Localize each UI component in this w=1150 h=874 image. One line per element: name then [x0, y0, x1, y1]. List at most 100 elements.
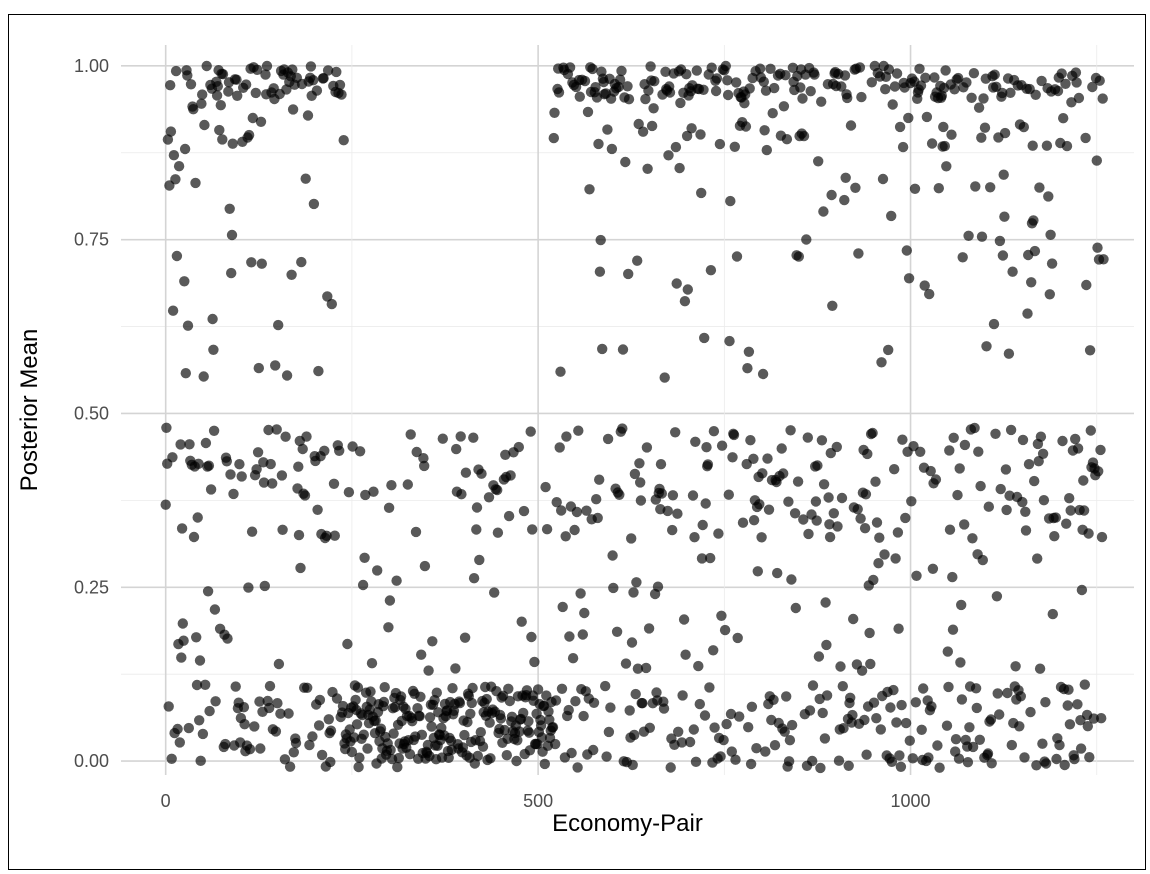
data-point: [729, 141, 740, 152]
data-point: [368, 486, 379, 497]
data-point: [875, 724, 886, 735]
data-point: [597, 343, 608, 355]
data-point: [290, 737, 302, 749]
data-point: [322, 291, 333, 302]
data-point: [579, 607, 590, 619]
data-point: [450, 663, 461, 674]
data-point: [850, 182, 861, 193]
data-point: [325, 756, 336, 768]
data-point: [918, 683, 929, 694]
data-point: [973, 446, 984, 457]
data-point: [856, 91, 867, 103]
data-point: [1045, 229, 1056, 240]
data-point: [495, 713, 507, 724]
data-point: [280, 431, 291, 442]
data-point: [1015, 691, 1026, 702]
data-point: [1093, 466, 1104, 477]
data-point: [835, 661, 846, 672]
data-point: [301, 431, 312, 442]
data-point: [563, 704, 574, 716]
data-point: [224, 203, 235, 214]
data-point: [848, 613, 859, 625]
data-point: [995, 483, 1006, 495]
data-point: [845, 120, 857, 131]
data-point: [471, 524, 482, 535]
data-point: [231, 74, 242, 85]
data-point: [786, 574, 797, 585]
data-point: [416, 649, 427, 660]
data-point: [476, 468, 487, 479]
data-point: [1027, 140, 1038, 151]
data-point: [474, 554, 485, 566]
data-point: [556, 683, 568, 694]
data-point: [197, 728, 209, 740]
data-point: [783, 756, 795, 767]
data-point: [236, 471, 247, 482]
data-point: [678, 614, 690, 625]
data-point: [700, 498, 711, 509]
data-point: [393, 752, 404, 764]
data-point: [751, 743, 762, 754]
data-point: [659, 372, 670, 383]
data-point: [353, 761, 364, 773]
data-point: [752, 566, 763, 577]
data-point: [243, 582, 254, 593]
data-point: [252, 447, 264, 458]
data-point: [437, 433, 448, 444]
data-point: [614, 489, 625, 500]
data-point: [602, 124, 613, 135]
data-point: [1085, 425, 1097, 436]
data-point: [643, 623, 655, 634]
x-tick-label: 1000: [891, 791, 931, 811]
data-point: [331, 66, 342, 78]
data-point: [909, 183, 921, 194]
data-point: [924, 288, 935, 300]
data-point: [640, 93, 651, 105]
data-point: [288, 747, 299, 758]
data-point: [1047, 608, 1059, 620]
data-point: [234, 459, 245, 470]
data-point: [867, 427, 878, 439]
data-point: [854, 62, 866, 73]
data-point: [772, 567, 783, 579]
data-point: [641, 442, 653, 453]
data-point: [953, 753, 965, 764]
data-point: [828, 508, 839, 519]
data-point: [203, 460, 215, 471]
data-point: [635, 495, 647, 506]
data-point: [504, 695, 515, 707]
data-point: [879, 549, 890, 560]
data-point: [877, 173, 889, 185]
data-point: [643, 85, 654, 96]
data-point: [832, 521, 843, 532]
data-point: [395, 691, 407, 702]
data-point: [555, 366, 566, 377]
data-point: [892, 527, 904, 538]
data-point: [260, 69, 271, 80]
data-point: [745, 758, 757, 770]
data-point: [682, 284, 693, 295]
data-point: [870, 476, 881, 487]
data-point: [1023, 459, 1035, 470]
data-point: [687, 490, 699, 501]
data-point: [889, 464, 900, 475]
data-point: [405, 429, 416, 440]
x-tick-label: 500: [523, 791, 553, 811]
data-point: [1059, 759, 1070, 771]
data-point: [273, 658, 285, 670]
data-point: [342, 638, 353, 650]
data-point: [1058, 113, 1069, 124]
data-point: [823, 492, 834, 503]
data-point: [779, 726, 790, 737]
data-point: [226, 267, 237, 279]
data-point: [705, 265, 717, 276]
data-point: [584, 184, 595, 195]
data-point: [286, 269, 297, 280]
data-point: [255, 743, 266, 754]
data-point: [992, 688, 1003, 699]
data-point: [776, 443, 787, 454]
data-point: [982, 748, 994, 759]
data-point: [748, 453, 759, 464]
data-point: [1097, 93, 1108, 104]
data-point: [481, 693, 492, 705]
